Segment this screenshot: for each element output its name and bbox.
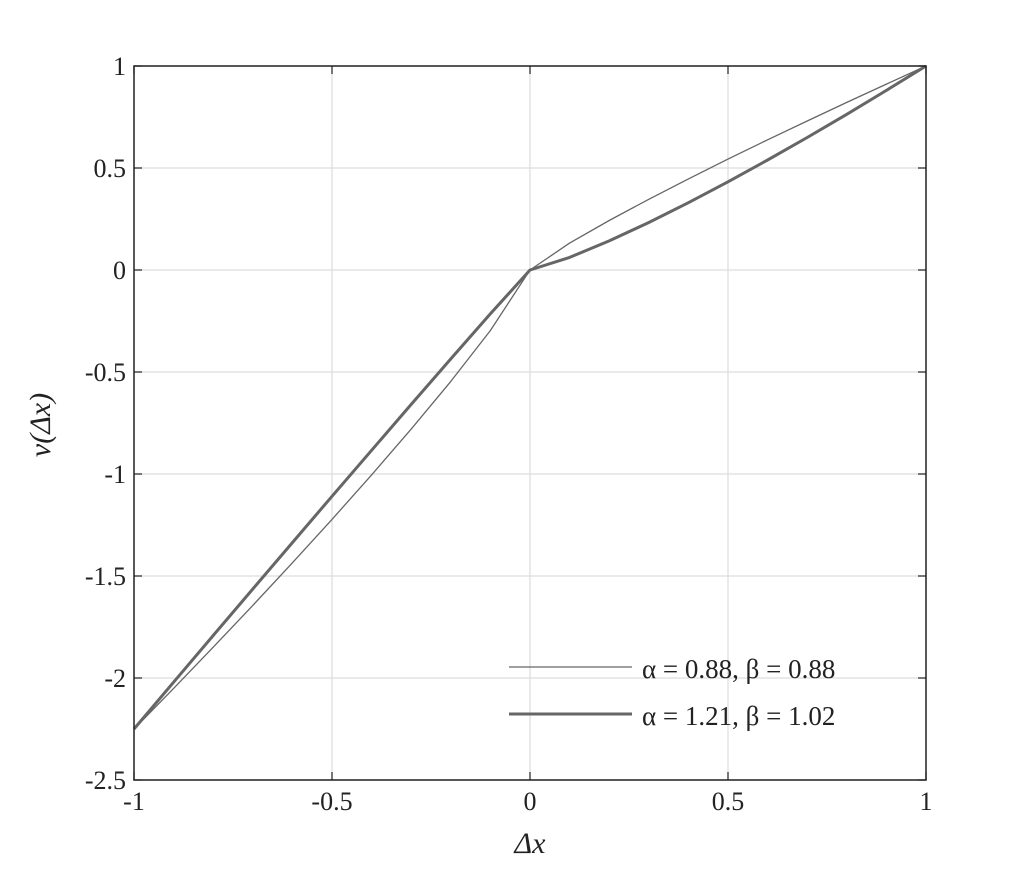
y-tick-label: -2 bbox=[104, 664, 126, 693]
ticks: -1 -0.5 0 0.5 1 1 0.5 0 -0.5 -1 -1.5 -2 -2.5 bbox=[85, 52, 933, 816]
legend-label-thin: α = 0.88, β = 0.88 bbox=[642, 654, 835, 684]
x-tick-label: 1 bbox=[920, 787, 933, 816]
series-lines bbox=[132, 64, 927, 730]
x-tick-label: -0.5 bbox=[311, 787, 352, 816]
x-tick-label: -1 bbox=[123, 787, 145, 816]
y-axis-label: v(Δx) bbox=[24, 393, 57, 457]
legend-label-thick: α = 1.21, β = 1.02 bbox=[642, 701, 835, 731]
x-tick-label: 0 bbox=[524, 787, 537, 816]
x-tick-label: 0.5 bbox=[712, 787, 745, 816]
legend: α = 0.88, β = 0.88 α = 1.21, β = 1.02 bbox=[509, 654, 835, 731]
y-tick-label: -1 bbox=[104, 460, 126, 489]
y-tick-label: 0.5 bbox=[94, 154, 127, 183]
y-tick-label: 1 bbox=[113, 52, 126, 81]
y-tick-label: -2.5 bbox=[85, 766, 126, 795]
x-axis-label: Δx bbox=[514, 827, 547, 860]
series-line-thick bbox=[132, 64, 927, 730]
y-tick-label: -1.5 bbox=[85, 562, 126, 591]
y-tick-label: -0.5 bbox=[85, 358, 126, 387]
y-tick-label: 0 bbox=[113, 256, 126, 285]
